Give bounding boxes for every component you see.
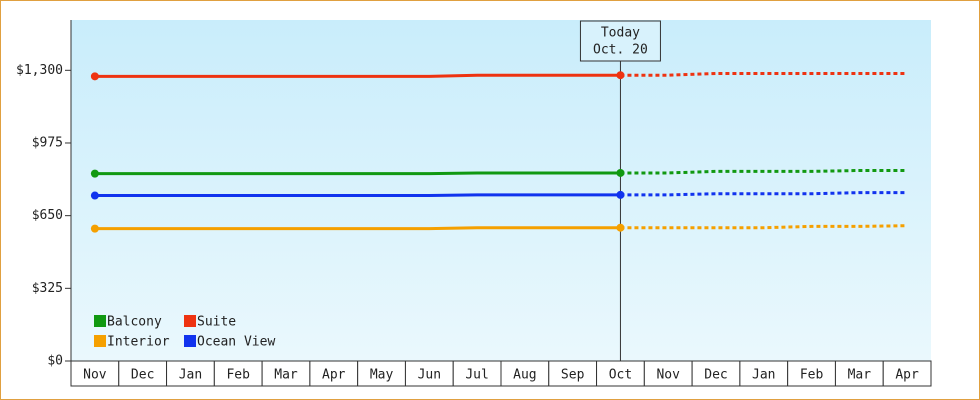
y-tick-label: $1,300 — [16, 63, 63, 78]
x-tick-label: Jan — [179, 368, 202, 383]
y-tick-label: $650 — [32, 208, 63, 223]
series-projection — [620, 168, 908, 175]
legend-label: Interior — [107, 335, 170, 350]
x-tick-label: Feb — [226, 368, 250, 383]
today-box — [579, 20, 661, 62]
series-projection — [620, 224, 908, 230]
x-tick-label: Nov — [656, 368, 680, 383]
y-tick-label: $975 — [32, 135, 63, 150]
legend-label: Balcony — [107, 315, 162, 330]
x-tick-label: Jul — [465, 368, 488, 383]
x-cell — [166, 360, 215, 387]
x-tick-label: May — [370, 368, 394, 383]
x-tick-label: Feb — [800, 368, 824, 383]
x-tick-label: Nov — [83, 368, 107, 383]
point — [90, 72, 99, 81]
series-line — [94, 226, 621, 231]
today-label: Today — [601, 26, 640, 41]
legend-swatch — [94, 315, 106, 327]
legend-swatch — [184, 335, 196, 347]
point — [90, 169, 99, 178]
x-cell — [118, 360, 168, 387]
x-tick-label: Apr — [895, 368, 919, 383]
legend-swatch — [94, 335, 106, 347]
x-tick-label: Apr — [322, 368, 346, 383]
x-tick-label: Mar — [274, 368, 298, 383]
x-cell — [452, 360, 502, 387]
y-tick-label: $325 — [32, 281, 63, 296]
legend-label: Ocean View — [197, 335, 275, 350]
x-tick-label: Mar — [848, 368, 872, 383]
x-tick-label: Jan — [752, 368, 775, 383]
today-date: Oct. 20 — [593, 43, 648, 58]
point — [616, 168, 625, 177]
x-cell — [309, 360, 359, 387]
series-projection — [620, 191, 908, 197]
x-tick-label: Oct — [609, 368, 632, 383]
point — [616, 71, 625, 80]
x-tick-label: Dec — [704, 368, 727, 383]
series-line — [94, 73, 621, 78]
x-cell — [882, 360, 932, 387]
legend-swatch — [184, 315, 196, 327]
x-cell — [548, 360, 598, 387]
series-line — [94, 171, 621, 176]
x-cell — [213, 360, 263, 387]
x-tick-label: Jun — [418, 368, 441, 383]
x-cell — [643, 360, 693, 387]
x-cell — [691, 360, 741, 387]
x-tick-label: Sep — [561, 368, 585, 383]
x-cell — [834, 360, 884, 387]
x-tick-label: Dec — [131, 368, 154, 383]
point — [90, 224, 99, 233]
point — [90, 191, 99, 200]
x-cell — [787, 360, 836, 387]
x-tick-label: Aug — [513, 368, 536, 383]
x-cell — [261, 360, 311, 387]
legend-label: Suite — [197, 315, 236, 330]
plot-area — [71, 20, 931, 361]
point — [616, 190, 625, 199]
x-cell — [70, 360, 120, 387]
series-projection — [620, 71, 908, 77]
series-line — [94, 193, 621, 198]
point — [616, 223, 625, 232]
y-tick-label: $0 — [47, 354, 63, 369]
